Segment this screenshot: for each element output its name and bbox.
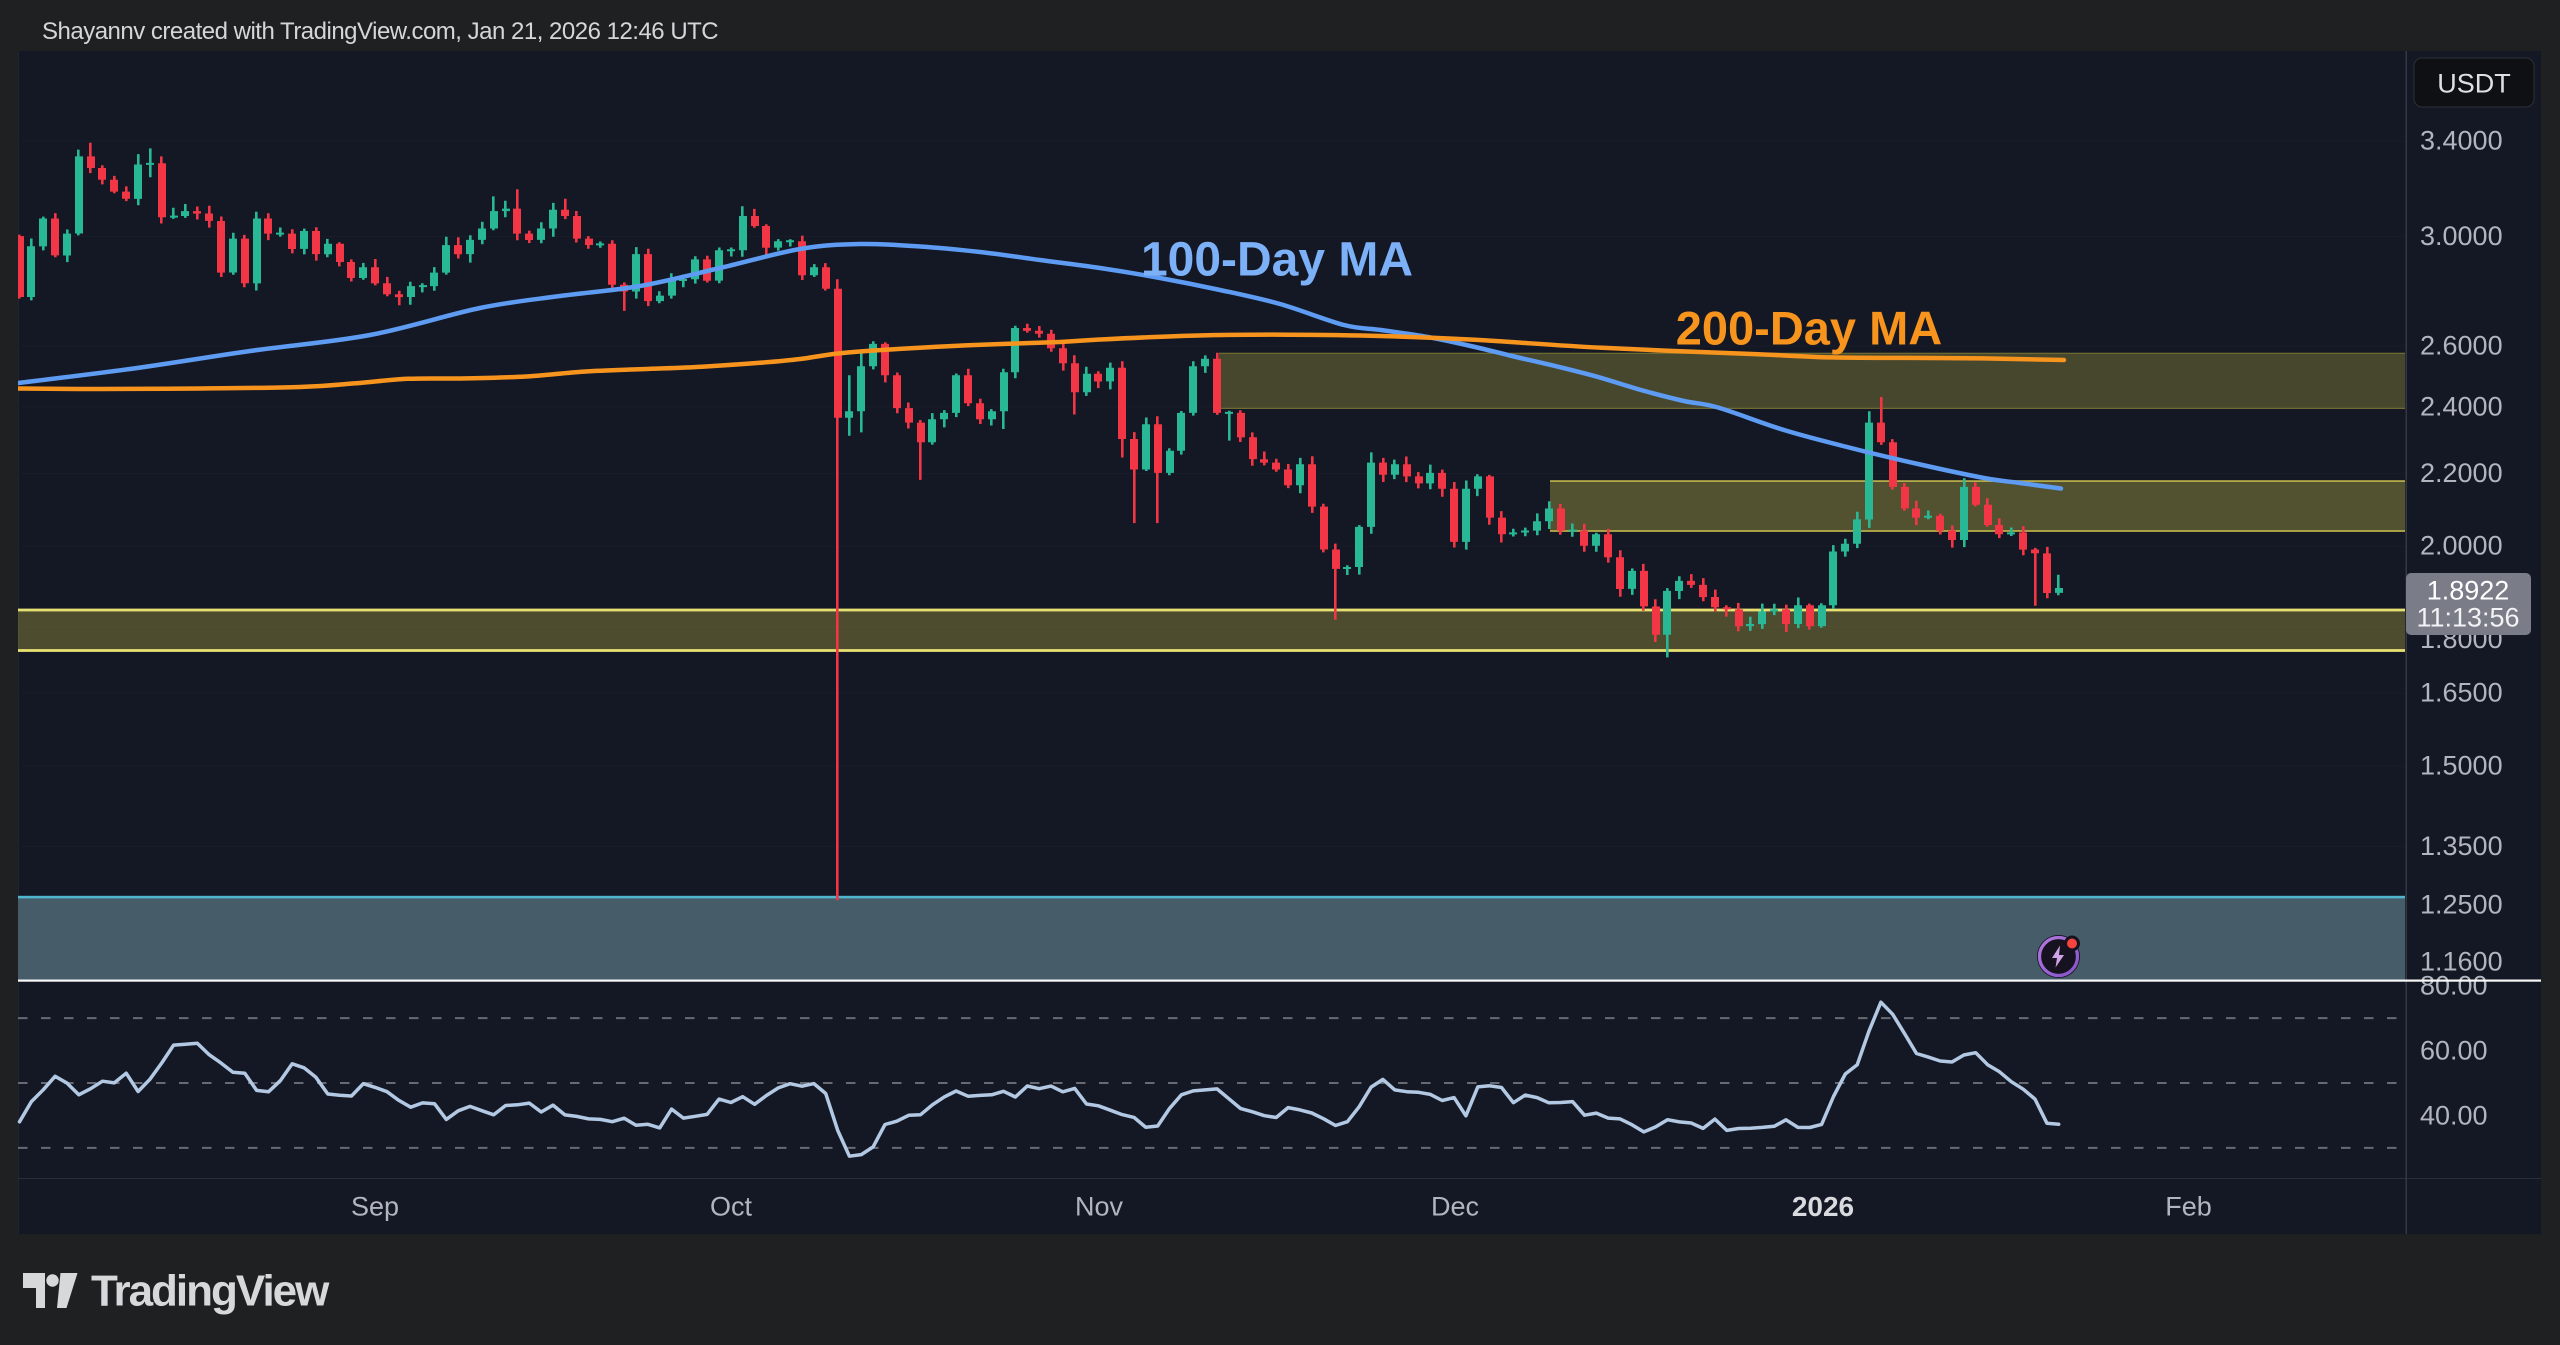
svg-text:40.00: 40.00 (2420, 1100, 2488, 1130)
svg-text:Nov: Nov (1075, 1192, 1124, 1222)
svg-text:Oct: Oct (710, 1192, 753, 1222)
svg-text:1.6500: 1.6500 (2420, 678, 2503, 708)
svg-text:Feb: Feb (2165, 1192, 2212, 1222)
svg-text:1.3500: 1.3500 (2420, 831, 2503, 861)
svg-text:2.0000: 2.0000 (2420, 531, 2503, 561)
svg-text:Dec: Dec (1431, 1192, 1479, 1222)
svg-text:2.2000: 2.2000 (2420, 458, 2503, 488)
svg-text:1.5000: 1.5000 (2420, 750, 2503, 780)
svg-text:3.4000: 3.4000 (2420, 126, 2503, 156)
svg-text:200-Day MA: 200-Day MA (1676, 302, 1942, 355)
svg-text:USDT: USDT (2437, 69, 2511, 99)
svg-text:2.6000: 2.6000 (2420, 330, 2503, 360)
svg-text:3.0000: 3.0000 (2420, 221, 2503, 251)
svg-text:60.00: 60.00 (2420, 1035, 2488, 1065)
svg-text:TradingView: TradingView (91, 1267, 330, 1316)
svg-text:2026: 2026 (1792, 1191, 1854, 1222)
svg-text:Sep: Sep (351, 1192, 399, 1222)
svg-text:80.00: 80.00 (2420, 971, 2488, 1001)
svg-text:2.4000: 2.4000 (2420, 392, 2503, 422)
svg-text:11:13:56: 11:13:56 (2416, 603, 2519, 633)
svg-text:Shayannv created with TradingV: Shayannv created with TradingView.com, J… (42, 18, 718, 45)
svg-text:1.1600: 1.1600 (2420, 947, 2503, 977)
svg-text:100-Day MA: 100-Day MA (1141, 234, 1413, 287)
svg-text:1.2500: 1.2500 (2420, 890, 2503, 920)
svg-text:1.8922: 1.8922 (2427, 576, 2510, 606)
